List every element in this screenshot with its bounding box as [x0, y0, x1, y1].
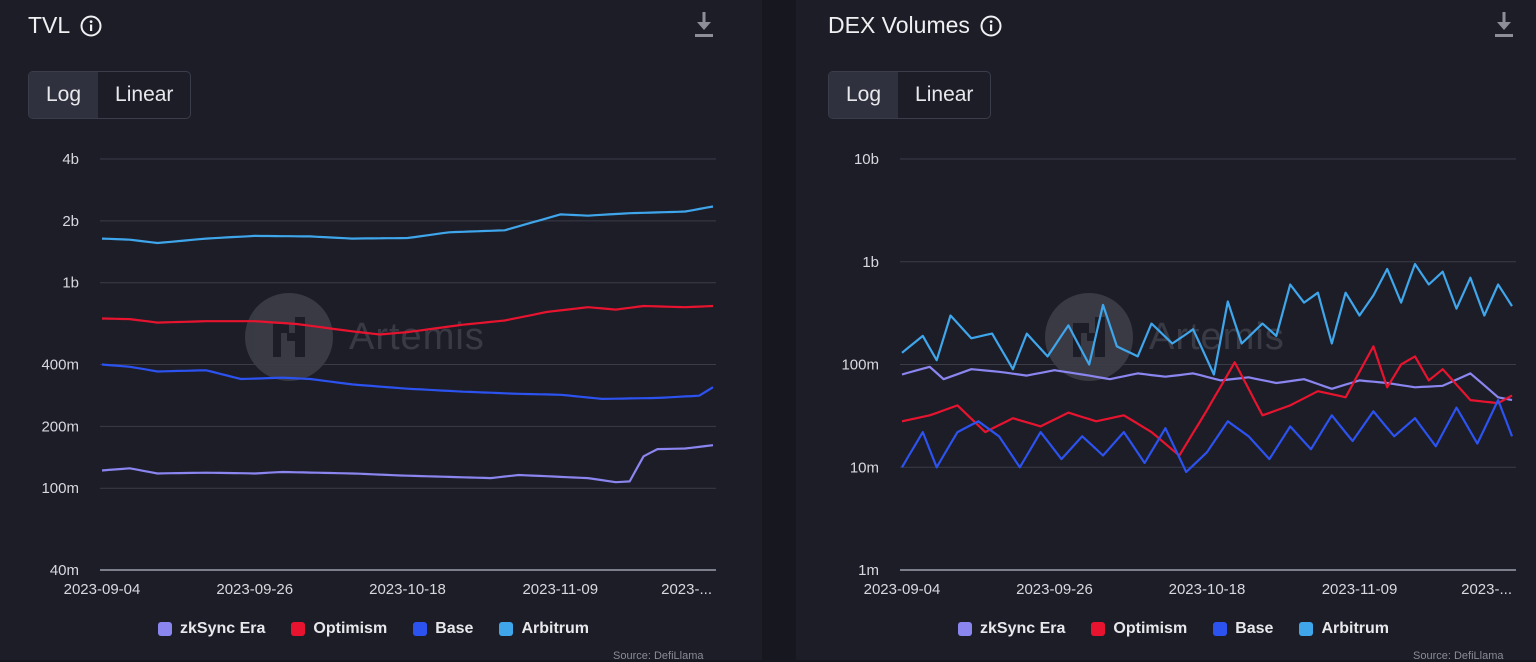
- artemis-logo-icon: [245, 293, 333, 381]
- legend-label: Optimism: [1113, 620, 1188, 637]
- legend-swatch: [413, 622, 428, 636]
- watermark-text: Artemis: [1149, 315, 1285, 358]
- legend-item-arbitrum[interactable]: Arbitrum: [499, 620, 589, 638]
- y-tick-label: 10m: [850, 459, 879, 476]
- source-note: Source: DefiLlama: [1413, 650, 1504, 662]
- legend-item-arbitrum[interactable]: Arbitrum: [1299, 620, 1389, 638]
- legend-label: zkSync Era: [180, 620, 266, 637]
- legend-item-optimism[interactable]: Optimism: [1091, 620, 1187, 638]
- legend-item-optimism[interactable]: Optimism: [291, 620, 387, 638]
- legend-swatch: [499, 622, 514, 636]
- legend-swatch: [1213, 622, 1228, 636]
- legend-item-base[interactable]: Base: [1213, 620, 1273, 638]
- tvl-linear-button[interactable]: Linear: [115, 83, 174, 106]
- tvl-log-button[interactable]: Log: [29, 72, 99, 118]
- download-icon[interactable]: [1493, 10, 1515, 40]
- source-note: Source: DefiLlama: [613, 650, 704, 662]
- dex-linear-button[interactable]: Linear: [915, 83, 974, 106]
- info-icon[interactable]: [980, 15, 1002, 37]
- y-tick-label: 4b: [62, 151, 79, 168]
- tvl-chart: 40m 100m 200m 400m 1b 2b 4b 2023-09-04 2023-09-2…: [41, 151, 716, 598]
- download-icon[interactable]: [693, 10, 715, 40]
- legend-item-base[interactable]: Base: [413, 620, 473, 638]
- panel-divider: [762, 0, 796, 660]
- x-tick-label: 2023-10-18: [1169, 581, 1246, 598]
- y-tick-label: 100m: [841, 357, 879, 374]
- dex-legend: zkSync Era Optimism Base Arbitrum: [958, 620, 1389, 638]
- y-tick-label: 100m: [41, 480, 79, 497]
- legend-swatch: [158, 622, 172, 636]
- y-tick-label: 40m: [50, 562, 79, 579]
- series-line-optimism: [101, 304, 714, 336]
- legend-label: Arbitrum: [1321, 620, 1389, 637]
- x-tick-label: 2023-11-09: [522, 581, 598, 598]
- series-line-optimism: [901, 345, 1513, 457]
- series-line-base: [901, 399, 1514, 474]
- y-tick-label: 1b: [62, 275, 79, 292]
- x-tick-label: 2023-09-04: [64, 581, 141, 598]
- x-tick-label: 2023-09-04: [864, 581, 941, 598]
- y-tick-label: 10b: [854, 151, 879, 168]
- x-tick-label: 2023-10-18: [369, 581, 446, 598]
- info-icon[interactable]: [80, 15, 102, 37]
- x-tick-label: 2023-09-26: [216, 581, 293, 598]
- dex-log-button[interactable]: Log: [829, 72, 899, 118]
- x-tick-label: 2023-09-26: [1016, 581, 1093, 598]
- watermark-text: Artemis: [349, 315, 485, 358]
- x-tick-label: 2023-11-09: [1322, 581, 1398, 598]
- legend-swatch: [291, 622, 306, 636]
- legend-label: Arbitrum: [521, 620, 589, 637]
- tvl-legend: zkSync Era Optimism Base Arbitrum: [158, 620, 589, 638]
- legend-label: Base: [1235, 620, 1274, 637]
- legend-item-zksync[interactable]: zkSync Era: [958, 620, 1065, 638]
- legend-item-zksync[interactable]: zkSync Era: [158, 620, 265, 638]
- x-tick-label: 2023-...: [1461, 581, 1512, 598]
- dex-panel: DEX Volumes Log Linear Artemis 1m 10m 100m…: [796, 0, 1536, 662]
- legend-swatch: [958, 622, 972, 636]
- legend-swatch: [1091, 622, 1106, 636]
- dex-title-row: DEX Volumes: [828, 12, 1002, 39]
- legend-label: Optimism: [313, 620, 388, 637]
- y-tick-label: 1m: [858, 562, 879, 579]
- dex-chart: 1m 10m 100m 1b 10b 2023-09-04 2023-09-26 2023-1…: [841, 151, 1516, 598]
- y-tick-label: 2b: [62, 213, 79, 230]
- tvl-scale-toggle: Log Linear: [28, 71, 192, 119]
- tvl-title-row: TVL: [28, 12, 102, 39]
- legend-swatch: [1299, 622, 1314, 636]
- series-line-arbitrum: [901, 262, 1513, 376]
- legend-label: zkSync Era: [980, 620, 1066, 637]
- series-line-arbitrum: [101, 205, 714, 245]
- y-tick-label: 1b: [862, 254, 879, 271]
- tvl-title: TVL: [28, 12, 71, 38]
- dex-title: DEX Volumes: [828, 12, 970, 38]
- y-tick-label: 200m: [41, 418, 79, 435]
- legend-label: Base: [435, 620, 474, 637]
- tvl-panel: TVL Log Linear Artemis 40m 100m 200m 400m 1b…: [0, 0, 766, 662]
- series-line-zksync-era: [901, 365, 1513, 402]
- y-tick-label: 400m: [41, 357, 79, 374]
- series-line-base: [101, 363, 714, 400]
- x-tick-label: 2023-...: [661, 581, 712, 598]
- watermark: Artemis: [245, 293, 485, 381]
- dex-scale-toggle: Log Linear: [828, 71, 992, 119]
- series-line-zksync-era: [101, 444, 714, 484]
